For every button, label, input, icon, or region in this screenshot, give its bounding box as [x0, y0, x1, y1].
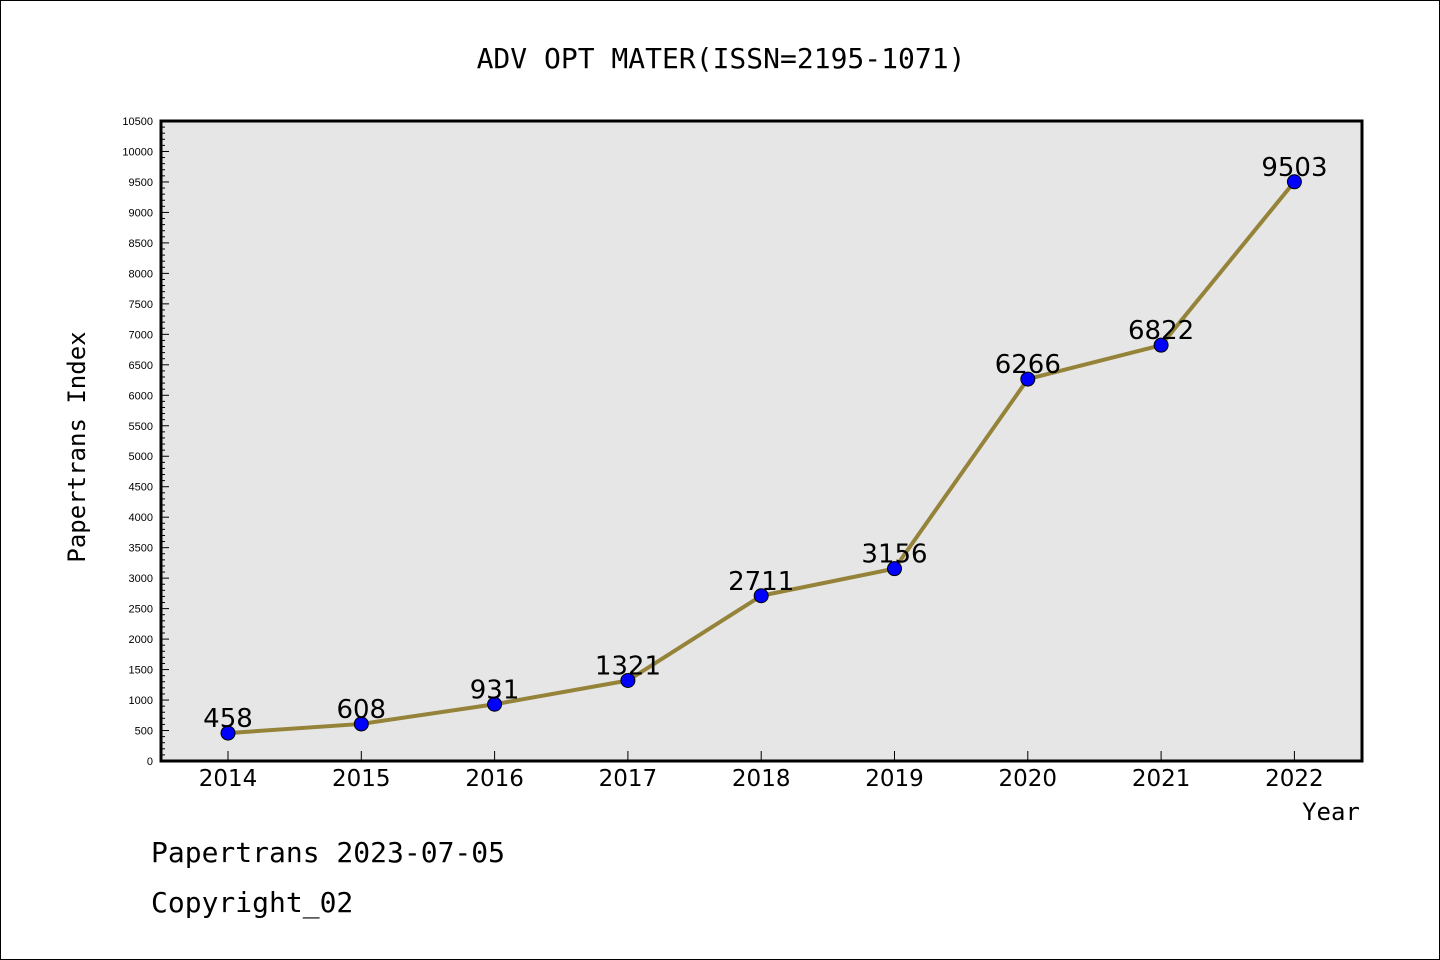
y-tick-label: 2000 [129, 634, 153, 646]
y-axis: 0 500 1000 1500 2000 2500 3000 3500 4000 4500 5000… [122, 116, 169, 768]
data-label: 6822 [1128, 316, 1194, 346]
y-tick-label: 6000 [129, 390, 153, 402]
data-point [620, 672, 636, 688]
y-tick-label: 1000 [129, 695, 153, 707]
data-point [1286, 174, 1302, 190]
plot-area [159, 119, 1364, 763]
y-tick-label: 0 [147, 756, 153, 768]
x-axis: 2014 2015 2016 2017 2018 2019 2020 2021 2022 [199, 751, 1324, 792]
x-tick-label: 2016 [465, 766, 524, 792]
data-point [887, 561, 902, 577]
data-label: 458 [203, 704, 253, 734]
x-tick-label: 2015 [332, 766, 391, 792]
footer-copyright: Copyright_02 [151, 886, 354, 919]
data-point [487, 696, 503, 712]
x-tick-label: 2014 [199, 766, 258, 792]
y-tick-label: 10500 [122, 116, 153, 128]
data-label: 2711 [728, 567, 794, 597]
x-axis-label: Year [1302, 798, 1360, 826]
x-tick-label: 2020 [999, 766, 1058, 792]
y-tick-label: 1500 [129, 665, 153, 677]
y-tick-label: 4000 [129, 512, 153, 524]
y-tick-label: 8000 [129, 268, 153, 280]
y-tick-label: 500 [135, 726, 153, 738]
data-point [220, 725, 236, 741]
y-tick-label: 9500 [129, 177, 153, 189]
x-tick-label: 2018 [732, 766, 791, 792]
series-group [220, 174, 1302, 741]
y-tick-label: 7500 [129, 299, 153, 311]
y-tick-label: 7000 [129, 329, 153, 341]
y-tick-label: 10000 [122, 146, 153, 158]
footer-date: Papertrans 2023-07-05 [151, 836, 506, 869]
y-tick-label: 3500 [129, 543, 153, 555]
x-tick-label: 2021 [1132, 766, 1191, 792]
y-tick-label: 9000 [129, 207, 153, 219]
data-point [353, 716, 369, 732]
y-tick-label: 4500 [129, 482, 153, 494]
y-tick-label: 8500 [129, 238, 153, 250]
chart-title: ADV OPT MATER(ISSN=2195-1071) [477, 42, 966, 75]
y-tick-label: 6500 [129, 360, 153, 372]
x-tick-label: 2022 [1265, 766, 1324, 792]
data-label: 9503 [1261, 153, 1327, 183]
y-tick-label: 2500 [129, 604, 153, 616]
x-tick-label: 2019 [865, 766, 924, 792]
y-tick-label: 5500 [129, 421, 153, 433]
data-label: 1321 [595, 651, 661, 681]
data-label: 608 [336, 695, 386, 725]
y-tick-label: 5000 [129, 451, 153, 463]
data-point [753, 588, 769, 604]
y-tick-label: 3000 [129, 573, 153, 585]
y-axis-label: Papertrans Index [63, 331, 91, 562]
data-label: 3156 [861, 540, 927, 570]
data-label: 931 [470, 675, 520, 705]
data-point [1153, 337, 1169, 353]
data-labels: 458 608 931 1321 2711 3156 6266 6822 9503 [203, 153, 1327, 734]
data-point [1020, 371, 1036, 387]
x-tick-label: 2017 [599, 766, 658, 792]
data-label: 6266 [995, 350, 1061, 380]
